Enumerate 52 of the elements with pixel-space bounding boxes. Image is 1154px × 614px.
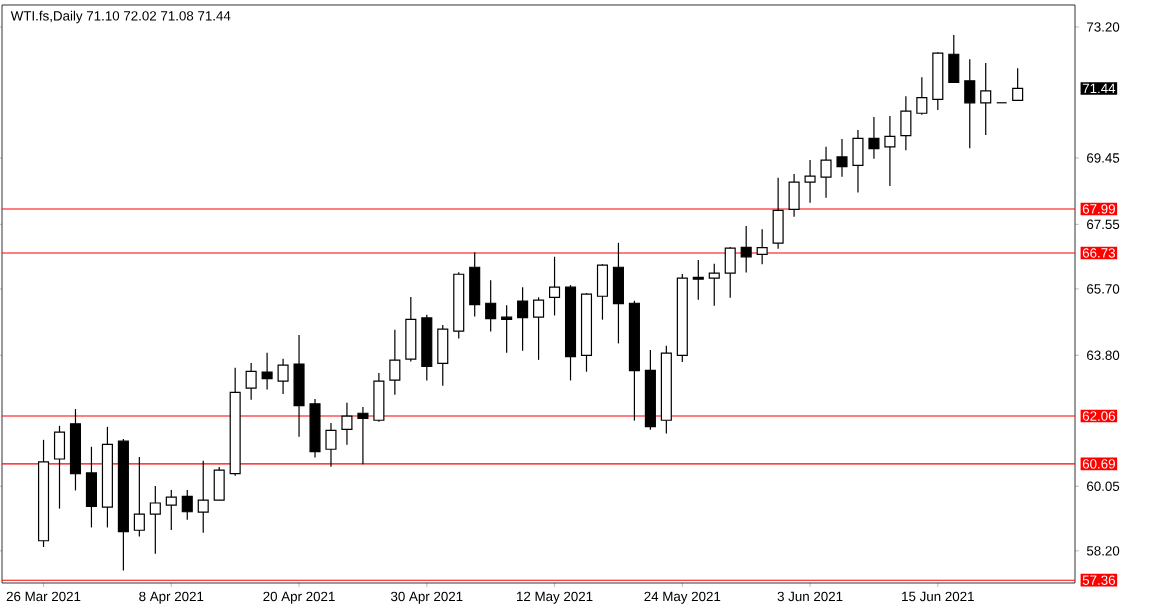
ref-line-label: 66.73 [1082, 248, 1115, 258]
candlestick [261, 352, 273, 391]
candlestick [884, 115, 896, 187]
candlestick [133, 456, 145, 538]
candlestick [980, 62, 992, 136]
ref-line-label: 67.99 [1082, 204, 1115, 214]
x-tick-label: 26 Mar 2021 [6, 591, 81, 602]
y-tick-label: 65.70 [1087, 284, 1120, 294]
candlestick [277, 358, 289, 395]
y-tick-label: 67.55 [1087, 219, 1120, 230]
ref-line-label: 57.36 [1082, 575, 1115, 585]
candlestick [501, 304, 513, 354]
candlestick [485, 279, 497, 333]
chart-title: WTI.fs,Daily 71.10 72.02 71.08 71.44 [10, 10, 231, 24]
candlestick [804, 159, 816, 204]
text: 71.44 [1082, 83, 1116, 94]
candlestick [916, 76, 928, 116]
candlestick [533, 296, 545, 361]
candlestick [325, 422, 337, 468]
candlestick [357, 406, 369, 465]
x-tick-label: 8 Apr 2021 [139, 591, 204, 604]
ref-line-label: 60.69 [1082, 459, 1115, 469]
candlestick [549, 256, 561, 317]
candlestick [964, 58, 976, 149]
candlestick [820, 146, 832, 199]
x-tick-label: 24 May 2021 [644, 591, 721, 604]
y-tick-label: 58.20 [1086, 546, 1120, 556]
ref-line-label: 62.06 [1082, 411, 1115, 421]
y-tick-label: 69.45 [1087, 153, 1120, 163]
candlestick [1012, 67, 1024, 102]
candlestick [389, 329, 401, 396]
candlestick [756, 228, 768, 265]
candlestick [517, 286, 529, 352]
candlestick [341, 402, 353, 446]
candlestick [868, 116, 880, 160]
x-tick-label: 15 Jun 2021 [902, 591, 974, 602]
candlestick [836, 138, 848, 178]
y-tick-label: 60.05 [1087, 481, 1120, 491]
x-tick-label: 12 May 2021 [517, 591, 593, 604]
x-tick-label: 3 Jun 2021 [777, 591, 843, 602]
candlestick [149, 485, 161, 555]
y-tick-label: 63.80 [1087, 350, 1120, 360]
x-tick-label: 20 Apr 2021 [263, 591, 335, 604]
candlestick [708, 263, 720, 307]
candlestick [197, 460, 209, 534]
x-tick-label: 30 Apr 2021 [390, 591, 463, 604]
candlestick [181, 489, 193, 521]
candlestick [165, 489, 177, 531]
candlestick [692, 259, 704, 301]
candlestick [740, 225, 752, 274]
y-tick-label: 73.20 [1087, 22, 1120, 32]
candlestick [245, 362, 257, 401]
